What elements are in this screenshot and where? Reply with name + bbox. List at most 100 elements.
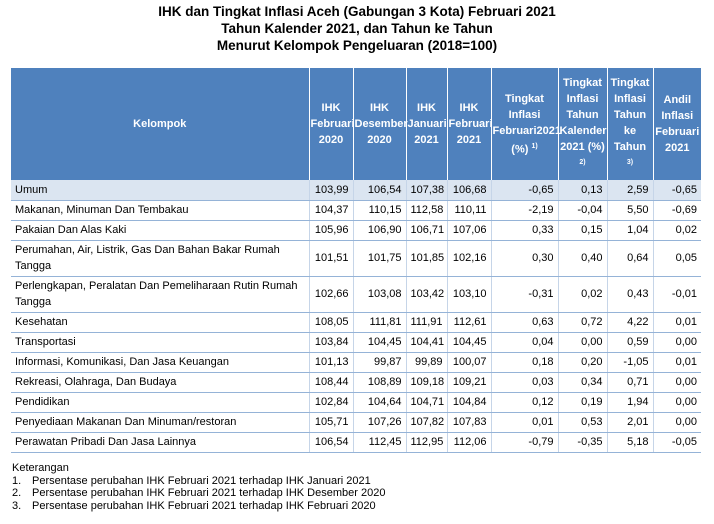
cell-value: 0,00 bbox=[557, 332, 607, 353]
header-text: IHK bbox=[417, 102, 436, 114]
cell-value: 0,00 bbox=[652, 392, 701, 413]
header-text: IHK bbox=[321, 102, 341, 114]
header-text: ke bbox=[623, 124, 637, 137]
cell-value: 0,33 bbox=[490, 220, 558, 241]
header-kelompok: Kelompok bbox=[11, 68, 309, 180]
cell-value: 0,00 bbox=[652, 332, 701, 353]
cell-value: 104,45 bbox=[352, 332, 406, 353]
cell-value: 101,75 bbox=[352, 240, 406, 277]
cell-value: 106,90 bbox=[352, 220, 406, 241]
cell-value: 102,84 bbox=[308, 392, 353, 413]
header-text: (%) bbox=[511, 143, 529, 156]
note-item: 3. Persentase perubahan IHK Februari 202… bbox=[12, 500, 385, 513]
cell-value: 0,15 bbox=[557, 220, 607, 241]
cell-value: 104,45 bbox=[446, 332, 491, 353]
header-text: 2021 bbox=[456, 134, 482, 146]
header-text: Tahun bbox=[613, 140, 647, 153]
header-text: 2021 bbox=[665, 142, 690, 154]
cell-value: 101,13 bbox=[308, 352, 353, 373]
cell-value: 103,99 bbox=[308, 180, 353, 201]
header-text: IHK bbox=[459, 102, 479, 114]
cell-value: 104,37 bbox=[308, 200, 353, 221]
cell-value: 0,53 bbox=[557, 412, 607, 433]
cell-value: 112,58 bbox=[405, 200, 447, 221]
footnote-ref: 2) bbox=[579, 158, 586, 166]
cell-value: 109,18 bbox=[405, 372, 447, 393]
header-text: 2020 bbox=[318, 134, 344, 146]
cell-value: 104,41 bbox=[405, 332, 447, 353]
cell-value: 104,71 bbox=[405, 392, 447, 413]
header-text: 2020 bbox=[367, 134, 392, 146]
cell-value: 101,85 bbox=[405, 240, 447, 277]
cell-value: 2,01 bbox=[606, 412, 653, 433]
cell-value: 0,72 bbox=[557, 312, 607, 333]
cell-value: 112,06 bbox=[446, 432, 491, 453]
table-row: Kesehatan 108,05 111,81 111,91 112,61 0,63 0,7… bbox=[11, 312, 701, 333]
cell-value: -0,35 bbox=[557, 432, 607, 453]
cell-value: 1,04 bbox=[606, 220, 653, 241]
cell-value: 106,54 bbox=[308, 432, 353, 453]
cell-value: 102,66 bbox=[308, 276, 353, 313]
row-label: Perawatan Pribadi Dan Jasa Lainnya bbox=[11, 432, 309, 453]
table-row: Perumahan, Air, Listrik, Gas Dan Bahan B… bbox=[11, 240, 701, 277]
note-item: 2. Persentase perubahan IHK Februari 202… bbox=[12, 487, 385, 500]
cell-value: 102,16 bbox=[446, 240, 491, 277]
cell-value: 0,01 bbox=[490, 412, 558, 433]
header-text: Tahun bbox=[613, 108, 647, 121]
cell-value: 0,04 bbox=[490, 332, 558, 353]
header-text: 2021 (%) bbox=[560, 140, 605, 153]
header-ihk-des-2020: IHK Desember 2020 bbox=[352, 68, 408, 180]
header-text: Februari2021 bbox=[492, 124, 561, 137]
header-inflasi-kalender: Tingkat Inflasi Tahun Kalender 2021 (%) … bbox=[557, 68, 607, 180]
cell-value: 108,44 bbox=[308, 372, 353, 393]
cell-value: 0,00 bbox=[652, 372, 701, 393]
title-line-2: Tahun Kalender 2021, dan Tahun ke Tahun bbox=[221, 21, 493, 36]
header-text: Kalender bbox=[559, 124, 607, 137]
cell-value: 99,89 bbox=[405, 352, 447, 373]
cell-value: -0,04 bbox=[557, 200, 607, 221]
cell-value: 109,21 bbox=[446, 372, 491, 393]
cell-value: 112,61 bbox=[446, 312, 491, 333]
inflation-table: Kelompok IHK Februari 2020 IHK Desember … bbox=[11, 68, 701, 453]
header-text: Inflasi bbox=[508, 108, 541, 121]
header-text: Tingkat bbox=[563, 76, 602, 89]
note-text: Persentase perubahan IHK Februari 2021 t… bbox=[32, 487, 386, 499]
row-label: Umum bbox=[11, 180, 309, 201]
cell-value: 0,63 bbox=[490, 312, 558, 333]
cell-value: 0,59 bbox=[606, 332, 653, 353]
table-row: Makanan, Minuman Dan Tembakau 104,37 110,1… bbox=[11, 200, 701, 221]
cell-value: 110,11 bbox=[446, 200, 491, 221]
table-row: Informasi, Komunikasi, Dan Jasa Keuangan… bbox=[11, 352, 701, 373]
row-label: Pakaian Dan Alas Kaki bbox=[11, 220, 309, 241]
cell-value: 0,40 bbox=[557, 240, 607, 277]
header-text: (%) 1) bbox=[493, 139, 557, 158]
cell-value: -1,05 bbox=[606, 352, 653, 373]
table-body: Umum 103,99 106,54 107,38 106,68 -0,65 0,13 2,5… bbox=[11, 180, 701, 453]
cell-value: -0,01 bbox=[652, 276, 701, 313]
cell-value: -0,79 bbox=[490, 432, 558, 453]
cell-value: 106,71 bbox=[405, 220, 447, 241]
cell-value: 0,13 bbox=[557, 180, 607, 201]
row-label: Makanan, Minuman Dan Tembakau bbox=[11, 200, 309, 221]
header-text: Inflasi bbox=[614, 92, 646, 105]
cell-value: 0,01 bbox=[652, 312, 701, 333]
header-text: Januari bbox=[407, 118, 447, 130]
header-ihk-jan-2021: IHK Januari 2021 bbox=[405, 68, 447, 180]
cell-value: 111,91 bbox=[405, 312, 447, 333]
header-inflasi-yoy: Tingkat Inflasi Tahun ke Tahun 3) bbox=[606, 68, 653, 180]
cell-value: 0,34 bbox=[557, 372, 607, 393]
cell-value: 0,71 bbox=[606, 372, 653, 393]
title-line-3: Menurut Kelompok Pengeluaran (2018=100) bbox=[216, 38, 498, 53]
header-ihk-feb-2021: IHK Februari 2021 bbox=[446, 68, 493, 180]
cell-value: 107,83 bbox=[446, 412, 491, 433]
cell-value: 105,71 bbox=[308, 412, 353, 433]
cell-value: 110,15 bbox=[352, 200, 406, 221]
table-row: Rekreasi, Olahraga, Dan Budaya 108,44 108,… bbox=[11, 372, 701, 393]
cell-value: 0,02 bbox=[652, 220, 701, 241]
cell-value: 0,43 bbox=[606, 276, 653, 313]
cell-value: 100,07 bbox=[446, 352, 491, 373]
row-label: Perlengkapan, Peralatan Dan Pemeliharaan… bbox=[11, 276, 309, 313]
header-andil-inflasi: Andil Inflasi Februari 2021 bbox=[652, 68, 701, 180]
header-text: Februari bbox=[448, 118, 493, 130]
header-text: Tingkat bbox=[505, 92, 544, 105]
